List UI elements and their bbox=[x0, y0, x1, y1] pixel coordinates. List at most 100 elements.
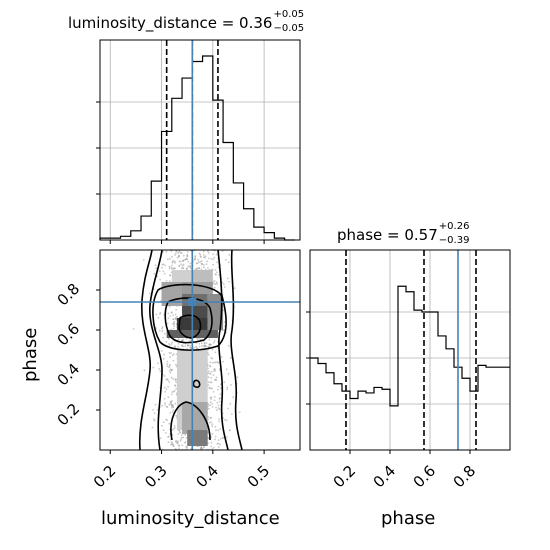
scatter-point bbox=[221, 281, 224, 284]
scatter-point bbox=[182, 436, 185, 439]
scatter-point bbox=[182, 254, 185, 257]
scatter-point bbox=[173, 424, 176, 427]
scatter-point bbox=[172, 406, 175, 409]
scatter-point bbox=[211, 403, 214, 405]
scatter-point bbox=[181, 444, 184, 447]
x-tick-label: 0.3 bbox=[141, 462, 171, 492]
scatter-point bbox=[172, 267, 175, 270]
scatter-point bbox=[202, 254, 205, 256]
scatter-point bbox=[208, 353, 210, 356]
scatter-point bbox=[160, 350, 163, 352]
scatter-point bbox=[209, 404, 212, 407]
scatter-point bbox=[202, 264, 205, 266]
scatter-point bbox=[161, 326, 164, 329]
scatter-point bbox=[213, 280, 216, 282]
scatter-point bbox=[202, 446, 205, 449]
scatter-point bbox=[142, 259, 145, 261]
scatter-point bbox=[172, 409, 175, 411]
scatter-point bbox=[166, 322, 169, 325]
scatter-point bbox=[204, 255, 207, 258]
scatter-point bbox=[194, 256, 197, 258]
scatter-point bbox=[209, 401, 212, 404]
scatter-point bbox=[209, 381, 212, 384]
scatter-point bbox=[193, 258, 196, 261]
scatter-point bbox=[171, 368, 174, 371]
scatter-point bbox=[228, 254, 231, 256]
scatter-point bbox=[215, 406, 218, 409]
scatter-point bbox=[216, 261, 219, 264]
scatter-point bbox=[213, 368, 216, 371]
scatter-point bbox=[185, 258, 188, 260]
scatter-point bbox=[189, 267, 192, 269]
scatter-point bbox=[155, 313, 158, 316]
scatter-point bbox=[238, 411, 241, 413]
scatter-point bbox=[170, 343, 173, 345]
scatter-point bbox=[157, 362, 159, 365]
panel-frame bbox=[99, 39, 301, 241]
scatter-point bbox=[158, 368, 161, 370]
scatter-point bbox=[154, 403, 157, 406]
scatter-point bbox=[168, 370, 171, 373]
scatter-point bbox=[207, 267, 209, 269]
scatter-point bbox=[161, 327, 163, 330]
scatter-point bbox=[207, 416, 210, 418]
scatter-point bbox=[167, 379, 170, 382]
scatter-point bbox=[218, 400, 221, 403]
scatter-point bbox=[199, 253, 202, 256]
scatter-point bbox=[174, 313, 177, 316]
scatter-point bbox=[216, 401, 219, 404]
histogram-step-phase bbox=[310, 285, 510, 407]
scatter-point bbox=[209, 372, 211, 375]
x-tick-label: 0.5 bbox=[244, 462, 274, 492]
scatter-point bbox=[177, 343, 180, 345]
scatter-point bbox=[217, 407, 220, 410]
scatter-point bbox=[207, 407, 210, 410]
scatter-point bbox=[221, 436, 224, 439]
scatter-point bbox=[217, 385, 220, 388]
scatter-point bbox=[214, 379, 216, 381]
scatter-point bbox=[210, 371, 213, 373]
scatter-point bbox=[167, 386, 170, 388]
scatter-point bbox=[170, 376, 173, 379]
scatter-point bbox=[157, 316, 160, 319]
scatter-point bbox=[148, 292, 151, 295]
scatter-point bbox=[167, 337, 170, 340]
scatter-point bbox=[159, 313, 161, 315]
density-cell bbox=[187, 430, 208, 446]
scatter-point bbox=[175, 414, 178, 417]
scatter-point bbox=[170, 352, 173, 354]
scatter-point bbox=[215, 429, 217, 432]
scatter-point bbox=[153, 419, 156, 422]
scatter-point bbox=[200, 260, 203, 262]
scatter-point bbox=[210, 343, 212, 346]
scatter-point bbox=[213, 339, 216, 342]
title-phase: phase = 0.57 +0.26 −0.39 bbox=[337, 221, 470, 246]
density-cell bbox=[182, 402, 208, 434]
x-tick-label: 0.4 bbox=[370, 462, 400, 492]
scatter-point bbox=[165, 378, 168, 381]
scatter-point bbox=[172, 445, 175, 448]
scatter-point bbox=[217, 388, 219, 391]
scatter-point bbox=[167, 258, 169, 261]
scatter-point bbox=[152, 366, 155, 369]
scatter-point bbox=[216, 409, 218, 412]
scatter-point bbox=[212, 263, 215, 266]
scatter-point bbox=[226, 277, 229, 280]
contour-lines bbox=[138, 249, 243, 451]
scatter-point bbox=[212, 253, 215, 256]
scatter-point bbox=[188, 340, 191, 343]
scatter-point bbox=[207, 381, 210, 384]
scatter-point bbox=[196, 262, 199, 265]
scatter-point bbox=[200, 446, 203, 448]
scatter-point bbox=[169, 363, 171, 366]
scatter-point bbox=[219, 393, 222, 395]
density-cell bbox=[171, 270, 193, 282]
scatter-point bbox=[207, 384, 210, 386]
scatter-point bbox=[162, 357, 165, 360]
scatter-point bbox=[166, 419, 169, 421]
scatter-point bbox=[215, 376, 218, 379]
scatter-point bbox=[185, 437, 188, 439]
scatter-point bbox=[161, 424, 163, 427]
scatter-point bbox=[213, 361, 216, 364]
scatter-point bbox=[165, 406, 168, 408]
